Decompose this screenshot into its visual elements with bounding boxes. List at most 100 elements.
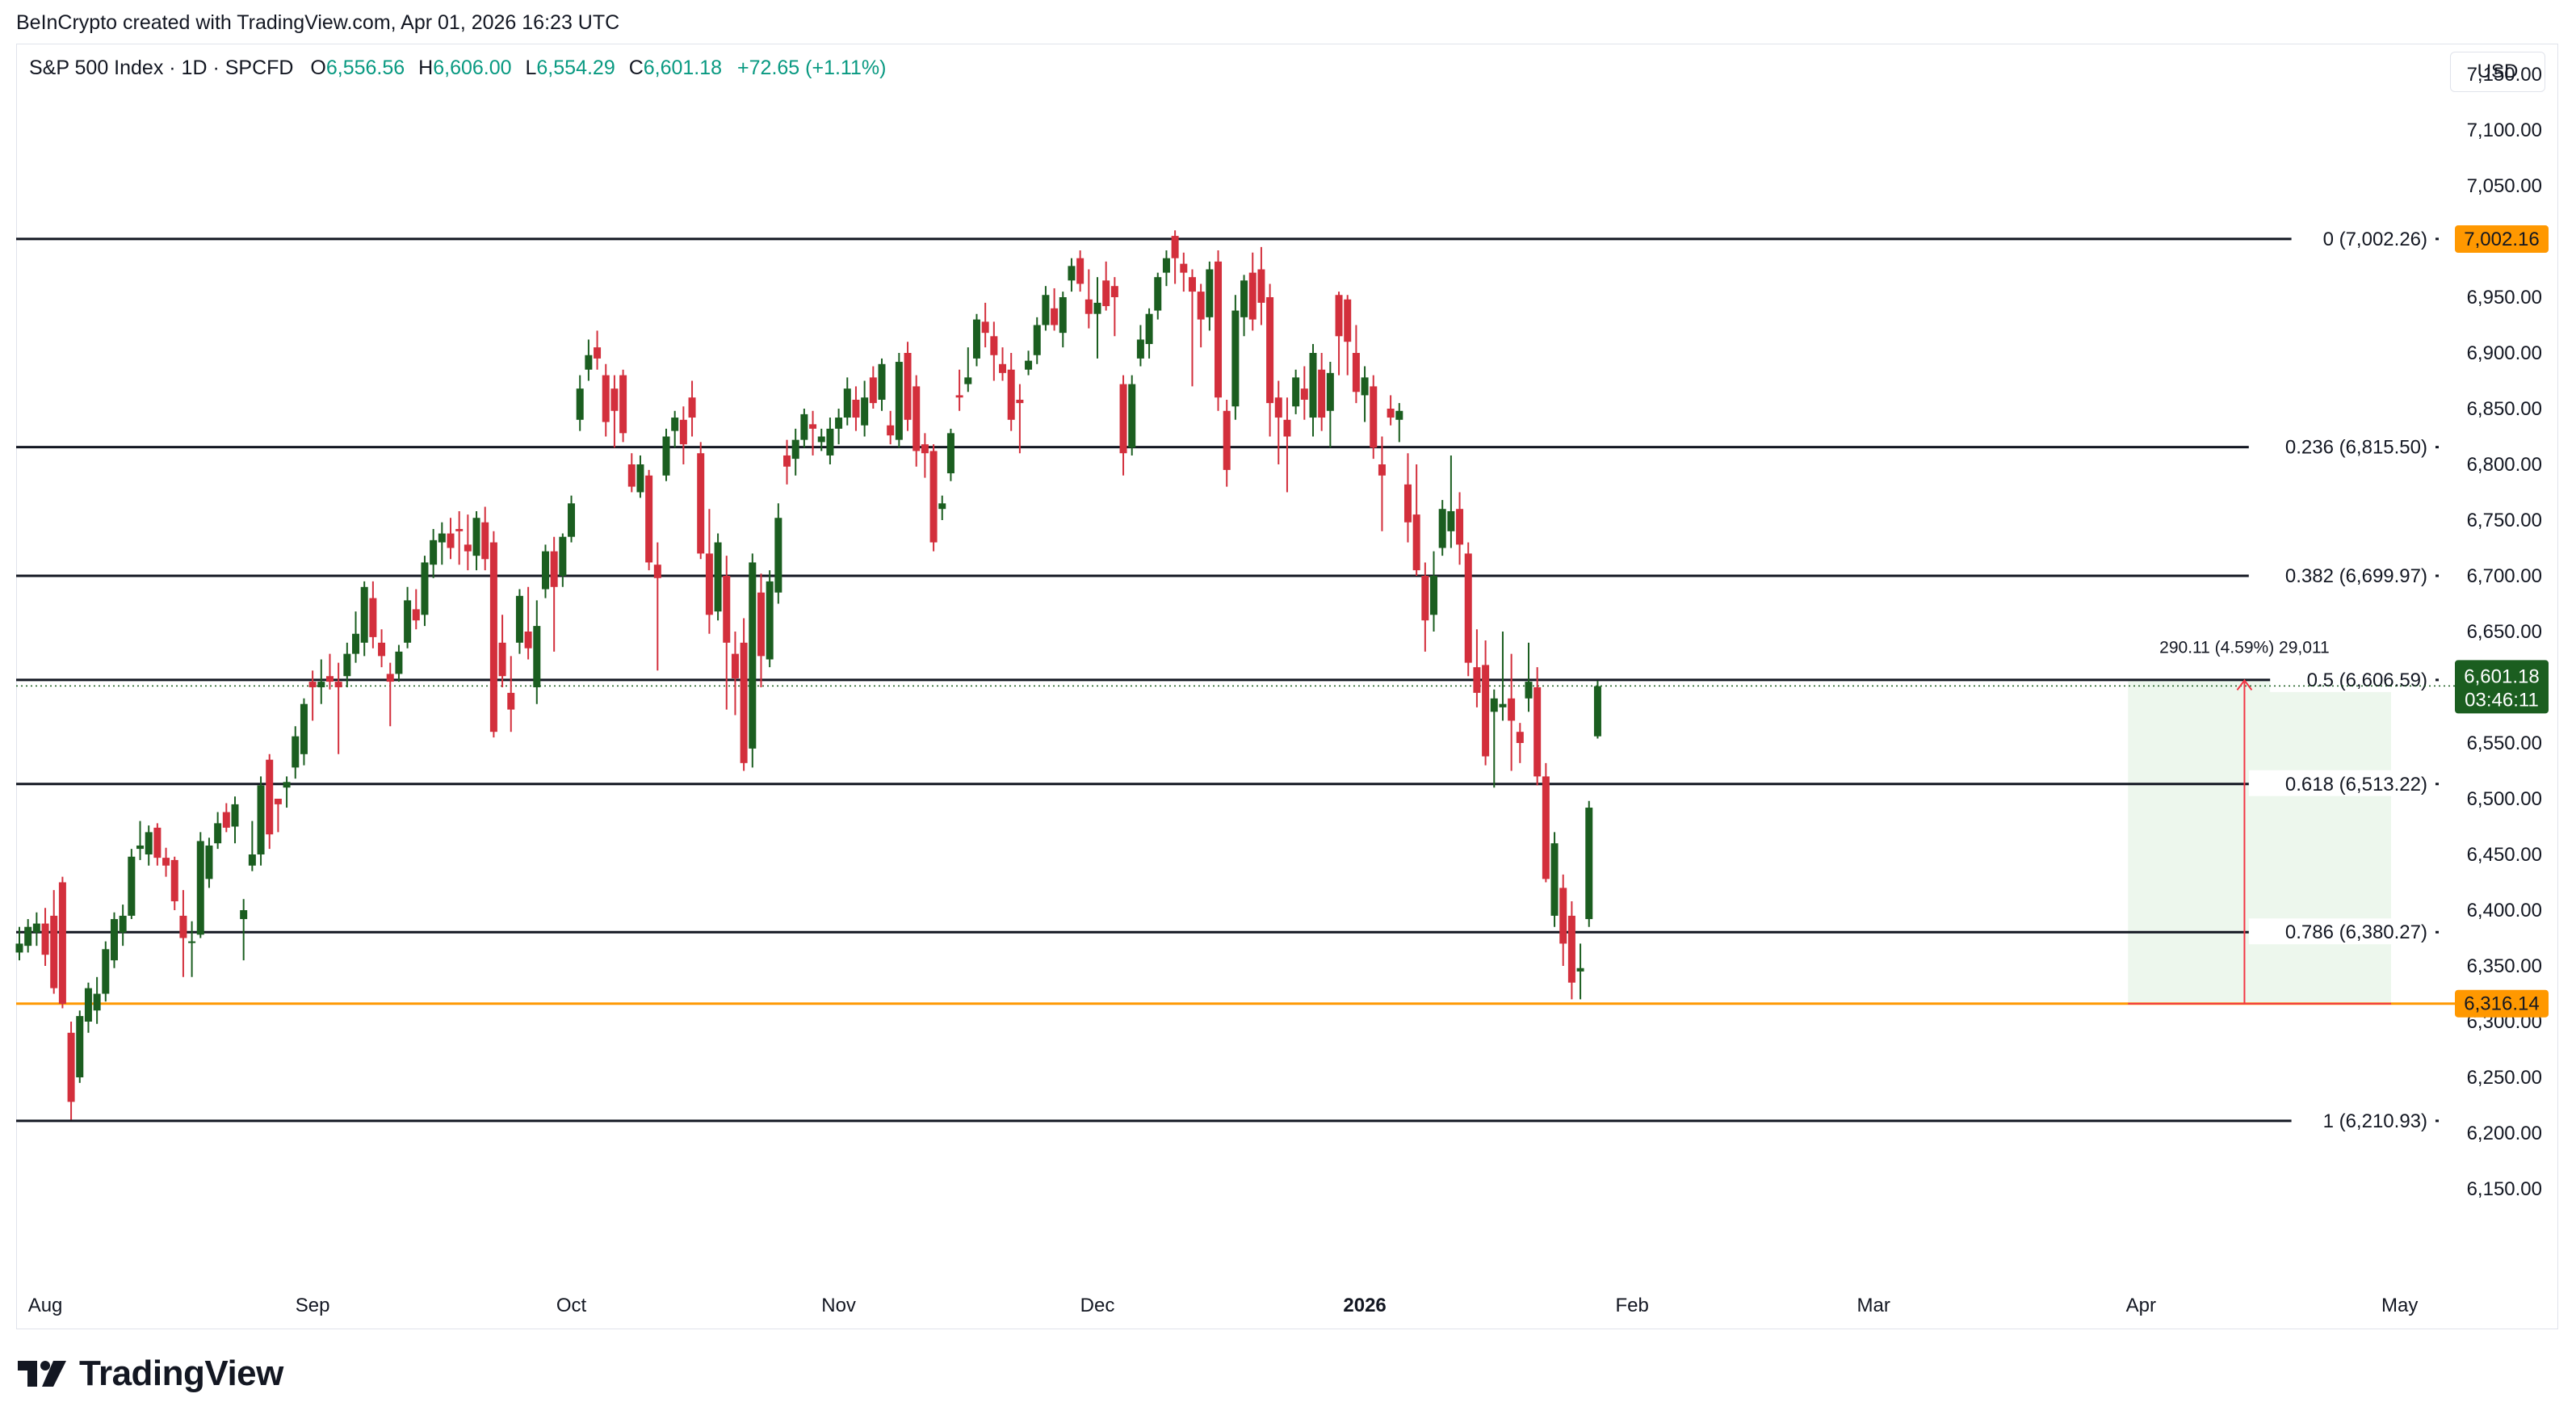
y-tick-label: 6,750.00 <box>2467 510 2542 531</box>
candle <box>1059 292 1067 348</box>
candle-body <box>533 626 541 687</box>
y-tick-label: 6,150.00 <box>2467 1178 2542 1200</box>
candle <box>1016 384 1024 454</box>
fib-label-bg <box>2291 1106 2435 1133</box>
candle-body <box>1206 269 1214 317</box>
candle <box>1550 832 1559 927</box>
candle <box>999 347 1007 381</box>
candle <box>1395 403 1403 443</box>
x-tick-label: Nov <box>821 1295 856 1316</box>
candle <box>352 611 360 663</box>
candle <box>1438 500 1446 556</box>
candle-body <box>1344 299 1352 342</box>
candle <box>524 586 532 660</box>
candle-body <box>1085 299 1093 314</box>
candle-body <box>1473 667 1481 693</box>
candle <box>196 832 204 938</box>
candle-body <box>50 915 58 989</box>
candle <box>594 330 602 370</box>
candle-body <box>1016 399 1024 404</box>
candle-body <box>981 321 989 334</box>
candle <box>559 533 567 587</box>
candle <box>568 495 576 543</box>
candle <box>800 409 808 448</box>
candle <box>317 659 325 704</box>
candle <box>679 406 687 464</box>
candle <box>731 632 739 716</box>
candle <box>1162 250 1170 287</box>
countdown-label: 03:46:11 <box>2465 689 2539 711</box>
candle <box>1093 277 1101 359</box>
candle <box>67 1022 75 1120</box>
candle-body <box>1197 292 1205 320</box>
candle-body <box>1240 280 1248 317</box>
candle <box>102 941 110 1002</box>
candle-body <box>266 759 274 835</box>
candle <box>1102 261 1110 311</box>
candle <box>1215 250 1223 411</box>
candle <box>981 302 989 348</box>
y-tick-label: 6,250.00 <box>2467 1067 2542 1089</box>
candle <box>214 812 222 850</box>
candle-body <box>1292 377 1300 407</box>
candle-body <box>430 539 438 565</box>
candle-body <box>179 915 187 938</box>
low-label: L <box>525 57 537 79</box>
candle-body <box>188 941 196 943</box>
candle-body <box>1559 888 1567 944</box>
candle <box>378 629 386 668</box>
currency-button[interactable]: USD <box>2450 52 2545 92</box>
candle <box>421 556 429 627</box>
fib-label-bg <box>2248 770 2435 796</box>
candle <box>162 847 170 877</box>
candle-body <box>248 854 256 866</box>
candle <box>921 433 929 478</box>
candle <box>645 469 653 571</box>
candle-body <box>964 377 972 384</box>
candle <box>1197 283 1205 348</box>
candle-body <box>1403 484 1412 523</box>
fib-level-label: 0.5 (6,606.59) <box>2307 670 2427 691</box>
candle-body <box>489 542 497 732</box>
candle-body <box>1533 687 1542 777</box>
candle <box>964 347 972 392</box>
price-badge-label: 6,316.14 <box>2464 993 2539 1015</box>
candle-body <box>1215 261 1223 398</box>
candle-body <box>507 692 515 710</box>
candle <box>1559 874 1567 966</box>
candle <box>662 428 670 481</box>
candle-body <box>1059 297 1067 334</box>
candle-body <box>1430 576 1438 615</box>
candle-body <box>1438 509 1446 548</box>
candle <box>334 662 342 754</box>
candle <box>1206 261 1214 331</box>
tradingview-logo[interactable]: TradingView <box>18 1354 283 1394</box>
candle <box>576 375 584 431</box>
candle-body <box>835 418 843 429</box>
candle-body <box>817 436 825 443</box>
measure-zone <box>2128 680 2391 1004</box>
fib-level-label: 0.618 (6,513.22) <box>2285 774 2427 795</box>
candle <box>1240 275 1248 337</box>
candle <box>749 553 757 768</box>
candle <box>946 428 954 481</box>
candle <box>826 418 834 464</box>
candle-body <box>369 598 377 637</box>
symbol-title[interactable]: S&P 500 Index · 1D · SPCFD <box>29 57 294 79</box>
candle-body <box>464 544 472 552</box>
candle <box>1473 629 1481 707</box>
high-value: 6,606.00 <box>433 57 512 79</box>
candle-body <box>1370 386 1378 448</box>
candle <box>119 905 127 947</box>
candle <box>1542 762 1550 883</box>
candle-body <box>472 518 480 556</box>
candle <box>50 890 58 994</box>
candle-body <box>723 576 731 643</box>
candle-body <box>697 453 705 554</box>
candle <box>1300 366 1308 420</box>
x-tick-label: Apr <box>2126 1295 2156 1316</box>
candle-body <box>688 397 696 418</box>
last-price-badge-label: 6,601.18 <box>2464 665 2539 687</box>
candle-body <box>904 353 912 420</box>
